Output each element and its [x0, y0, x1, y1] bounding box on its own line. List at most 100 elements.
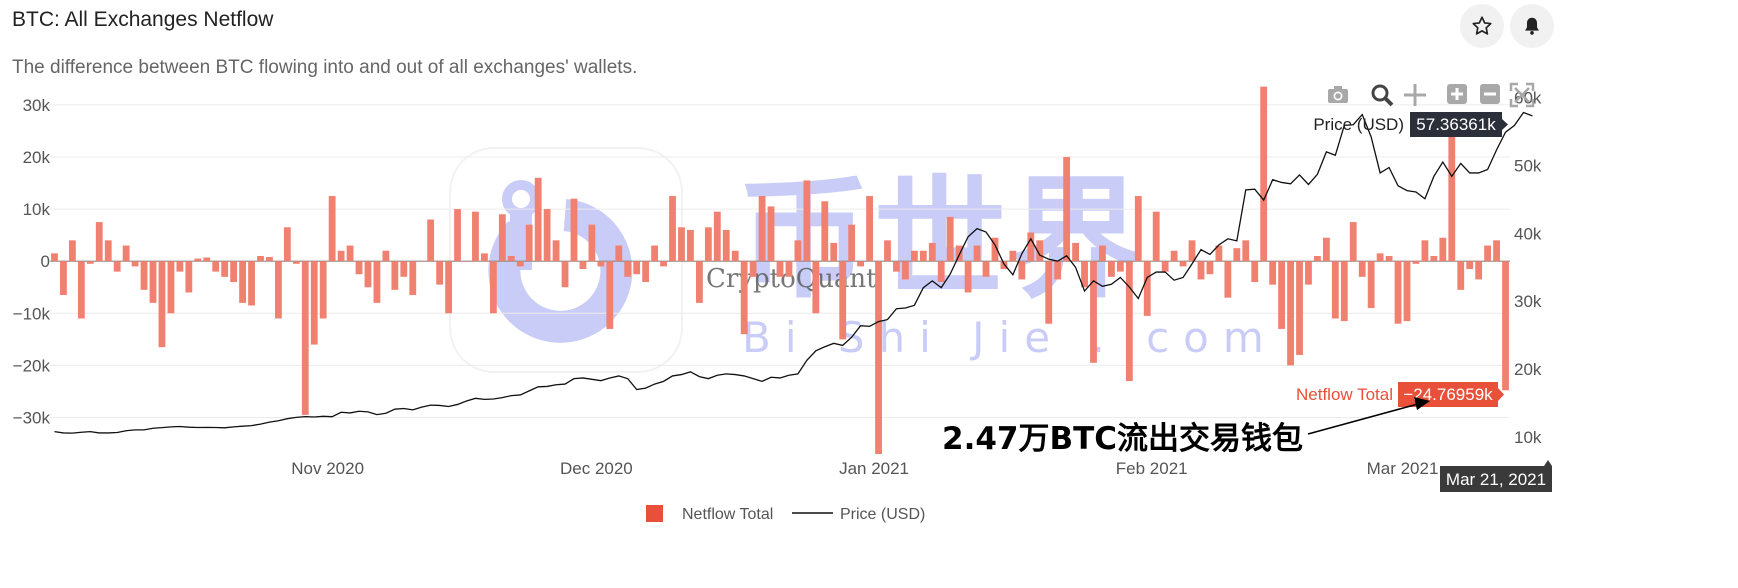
- y-right-tick-label: 50k: [1514, 156, 1542, 175]
- netflow-bar: [355, 261, 363, 275]
- netflow-bar: [364, 261, 372, 288]
- netflow-bar: [167, 261, 175, 314]
- netflow-bar: [60, 261, 67, 296]
- netflow-bar: [731, 250, 739, 262]
- netflow-bar: [400, 261, 408, 277]
- netflow-bar: [767, 206, 775, 262]
- autoscale-icon[interactable]: [1509, 82, 1535, 108]
- netflow-bar: [1143, 261, 1151, 316]
- price-hover-label: Price (USD) 57.36361k: [1313, 112, 1508, 137]
- netflow-bar: [875, 261, 882, 454]
- netflow-bar: [1116, 261, 1124, 272]
- netflow-bar: [695, 261, 703, 303]
- netflow-bar: [597, 261, 605, 267]
- camera-icon[interactable]: [1328, 86, 1348, 103]
- chart-subtitle: The difference between BTC flowing into …: [12, 57, 638, 78]
- zoom-out-icon[interactable]: [1480, 84, 1500, 104]
- netflow-bar: [1287, 261, 1294, 366]
- netflow-bar: [149, 261, 157, 303]
- netflow-bar: [1430, 255, 1438, 262]
- legend-swatch-netflow[interactable]: [646, 505, 663, 522]
- netflow-bar: [337, 250, 345, 262]
- netflow-bar: [1188, 240, 1196, 262]
- netflow-bar: [275, 261, 282, 319]
- netflow-bar: [552, 240, 560, 262]
- x-tick-label: Nov 2020: [291, 459, 364, 478]
- pan-icon[interactable]: [1404, 84, 1426, 106]
- netflow-bar: [1179, 261, 1187, 267]
- netflow-bar: [498, 214, 506, 262]
- netflow-bar: [77, 261, 85, 319]
- netflow-bar: [561, 261, 569, 288]
- netflow-bar: [955, 245, 963, 262]
- netflow-bar: [1054, 261, 1062, 280]
- legend-label-price[interactable]: Price (USD): [840, 506, 925, 523]
- netflow-bar: [454, 209, 461, 262]
- netflow-bar: [1260, 86, 1268, 262]
- netflow-bar: [1125, 261, 1133, 382]
- netflow-bar: [758, 196, 766, 262]
- netflow-bar: [937, 261, 945, 283]
- netflow-bar: [257, 255, 264, 262]
- x-tick-label: Mar 2021: [1367, 459, 1439, 478]
- y-left-tick-label: 30k: [23, 96, 51, 115]
- x-tick-label: Jan 2021: [839, 459, 909, 478]
- netflow-bar: [1000, 261, 1008, 269]
- netflow-bar: [1322, 237, 1330, 262]
- y-right-tick-label: 20k: [1514, 360, 1542, 379]
- notification-button[interactable]: [1510, 4, 1554, 48]
- netflow-bar: [893, 261, 900, 272]
- netflow-bar: [830, 242, 838, 262]
- netflow-bar: [848, 224, 856, 262]
- netflow-bar: [95, 222, 103, 262]
- y-right-tick-label: 30k: [1514, 292, 1542, 311]
- netflow-bar: [328, 196, 336, 262]
- zoom-in-icon[interactable]: [1447, 84, 1467, 104]
- netflow-bar: [445, 261, 452, 314]
- netflow-bar: [292, 261, 300, 264]
- watermark-logo: [488, 180, 633, 343]
- netflow-bar: [373, 261, 381, 303]
- netflow-bar: [104, 240, 112, 262]
- netflow-bar: [1063, 156, 1071, 262]
- x-axis: Nov 2020 Dec 2020 Jan 2021 Feb 2021 Mar 2021: [291, 459, 1438, 478]
- netflow-bar: [633, 261, 641, 275]
- legend-label-netflow[interactable]: Netflow Total: [682, 506, 773, 523]
- netflow-bar: [910, 250, 918, 262]
- netflow-bar: [785, 261, 793, 277]
- netflow-bar: [382, 250, 390, 262]
- price-hover-value: 57.36361k: [1416, 115, 1496, 134]
- netflow-bar: [1278, 261, 1285, 329]
- netflow-bar: [1134, 196, 1142, 262]
- netflow-bar: [704, 227, 712, 262]
- netflow-bar: [534, 177, 542, 262]
- price-hover-badge: [1410, 112, 1502, 137]
- netflow-bar: [418, 261, 426, 262]
- netflow-bar: [1403, 261, 1411, 322]
- netflow-bar: [857, 261, 865, 267]
- date-hover-badge: [1440, 466, 1552, 492]
- netflow-bar: [1466, 261, 1474, 269]
- netflow-bar: [239, 261, 246, 303]
- netflow-bar: [1412, 261, 1420, 264]
- netflow-bar: [1224, 261, 1232, 298]
- netflow-bar: [203, 257, 211, 262]
- netflow-bar: [1251, 261, 1259, 283]
- x-tick-label: Feb 2021: [1116, 459, 1188, 478]
- y-left-tick-label: −20k: [13, 356, 51, 375]
- netflow-bar: [283, 227, 291, 262]
- netflow-bar: [516, 261, 524, 267]
- legend: Netflow Total Price (USD): [646, 505, 925, 523]
- netflow-bar: [1349, 222, 1357, 262]
- netflow-bar: [1036, 240, 1044, 262]
- zoom-icon[interactable]: [1371, 84, 1394, 107]
- netflow-bar: [472, 211, 479, 262]
- netflow-bar: [1448, 130, 1456, 262]
- y-axis-left: 30k 20k 10k 0 −10k −20k −30k: [13, 96, 51, 428]
- netflow-bar: [964, 261, 972, 293]
- netflow-bar: [507, 255, 515, 262]
- netflow-bar: [740, 261, 748, 335]
- favorite-button[interactable]: [1460, 4, 1504, 48]
- netflow-bar: [687, 229, 694, 262]
